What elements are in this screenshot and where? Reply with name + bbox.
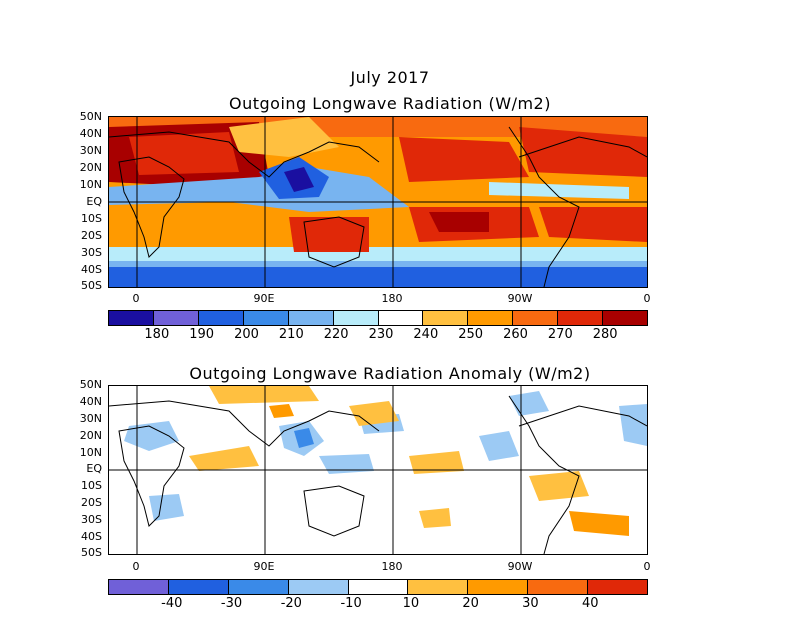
lat-label: 10S bbox=[81, 212, 102, 225]
lat-label: 30S bbox=[81, 246, 102, 259]
colorbar-swatch bbox=[378, 311, 424, 325]
colorbar-label: 20 bbox=[462, 596, 479, 611]
colorbar-label: 180 bbox=[144, 327, 170, 342]
colorbar-swatch bbox=[513, 311, 559, 325]
olr-map-title: Outgoing Longwave Radiation (W/m2) bbox=[229, 94, 551, 113]
colorbar-label: 270 bbox=[547, 327, 573, 342]
colorbar-label: 250 bbox=[458, 327, 484, 342]
olr-anomaly-map bbox=[108, 385, 648, 555]
colorbar-label: 210 bbox=[278, 327, 304, 342]
lat-label: 20N bbox=[79, 161, 102, 174]
colorbar-swatch bbox=[528, 580, 589, 594]
lat-label: 10S bbox=[81, 479, 102, 492]
colorbar-label: 200 bbox=[234, 327, 259, 342]
colorbar-swatch bbox=[243, 311, 289, 325]
colorbar-swatch bbox=[198, 311, 244, 325]
colorbar-label: 240 bbox=[413, 327, 439, 342]
lat-label: 30N bbox=[79, 412, 102, 425]
colorbar-label: -40 bbox=[161, 596, 183, 611]
colorbar-swatch bbox=[588, 580, 648, 594]
lon-label: 180 bbox=[381, 560, 403, 573]
lon-label: 90E bbox=[253, 560, 275, 573]
colorbar-swatch bbox=[333, 311, 379, 325]
lat-label: 20S bbox=[81, 229, 102, 242]
colorbar-swatch bbox=[288, 580, 349, 594]
colorbar-swatch bbox=[168, 580, 229, 594]
anomaly-colorbar bbox=[108, 579, 648, 595]
lon-label: 90W bbox=[507, 560, 533, 573]
colorbar-swatch bbox=[408, 580, 469, 594]
olr-map bbox=[108, 116, 648, 288]
lat-label: 50S bbox=[81, 279, 102, 292]
anomaly-map-title: Outgoing Longwave Radiation Anomaly (W/m… bbox=[189, 364, 591, 383]
colorbar-label: 260 bbox=[503, 327, 528, 342]
colorbar-swatch bbox=[153, 311, 199, 325]
lon-label: 0 bbox=[132, 560, 140, 573]
lat-label: 50N bbox=[79, 378, 102, 391]
lat-label: 10N bbox=[79, 178, 102, 191]
colorbar-label: 220 bbox=[323, 327, 349, 342]
colorbar-swatch bbox=[558, 311, 604, 325]
lat-label: 40N bbox=[79, 395, 102, 408]
lat-label: 40N bbox=[79, 127, 102, 140]
lat-label: 10N bbox=[79, 446, 102, 459]
colorbar-swatch bbox=[603, 311, 648, 325]
lat-label: 30N bbox=[79, 144, 102, 157]
colorbar-swatch bbox=[288, 311, 334, 325]
colorbar-swatch bbox=[348, 580, 409, 594]
lat-label: 20N bbox=[79, 429, 102, 442]
colorbar-label: 10 bbox=[402, 596, 420, 611]
lon-label: 90W bbox=[507, 292, 533, 305]
lat-label: EQ bbox=[86, 195, 102, 208]
lon-label: 0 bbox=[643, 292, 651, 305]
colorbar-swatch bbox=[228, 580, 289, 594]
lat-label: 50S bbox=[81, 546, 102, 559]
lat-label: 50N bbox=[79, 110, 102, 123]
colorbar-label: -30 bbox=[220, 596, 243, 611]
lat-label: 20S bbox=[81, 496, 102, 509]
olr-colorbar bbox=[108, 310, 648, 326]
colorbar-label: 40 bbox=[581, 596, 599, 611]
lon-label: 0 bbox=[132, 292, 140, 305]
colorbar-label: 280 bbox=[592, 327, 618, 342]
colorbar-label: -10 bbox=[340, 596, 362, 611]
lat-label: 30S bbox=[81, 513, 102, 526]
colorbar-swatch bbox=[109, 580, 169, 594]
colorbar-swatch bbox=[468, 580, 529, 594]
lat-label: 40S bbox=[81, 530, 102, 543]
colorbar-swatch bbox=[468, 311, 514, 325]
lon-label: 0 bbox=[643, 560, 651, 573]
date-title: July 2017 bbox=[350, 68, 430, 87]
lat-label: EQ bbox=[86, 462, 102, 475]
colorbar-label: 230 bbox=[368, 327, 394, 342]
colorbar-label: 190 bbox=[189, 327, 215, 342]
colorbar-swatch bbox=[423, 311, 469, 325]
lon-label: 180 bbox=[381, 292, 403, 305]
colorbar-label: -20 bbox=[280, 596, 302, 611]
lat-label: 40S bbox=[81, 263, 102, 276]
lon-label: 90E bbox=[253, 292, 275, 305]
colorbar-swatch bbox=[109, 311, 154, 325]
colorbar-label: 30 bbox=[522, 596, 539, 611]
